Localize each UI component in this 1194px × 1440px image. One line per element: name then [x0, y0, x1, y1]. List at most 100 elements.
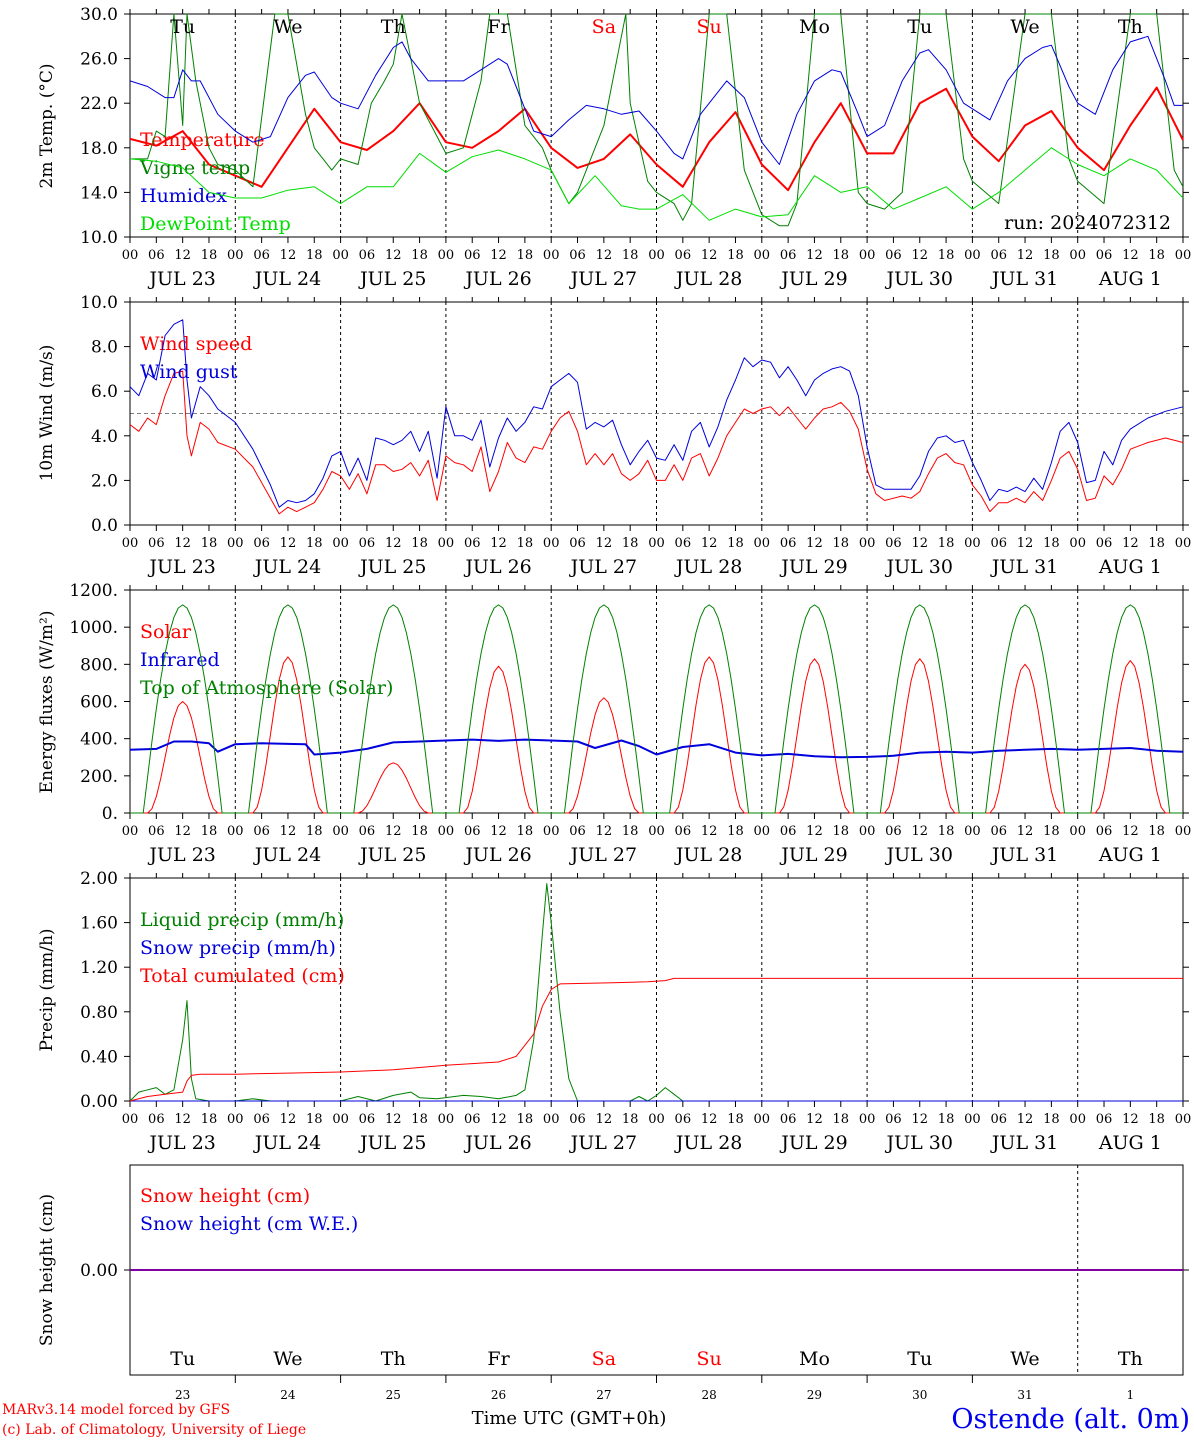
- hour-tick-label: 00: [332, 824, 349, 839]
- legend-entry: Liquid precip (mm/h): [140, 909, 344, 931]
- hour-tick-label: 06: [1096, 824, 1113, 839]
- date-label: JUL 24: [253, 1132, 321, 1154]
- date-label: JUL 26: [463, 844, 531, 866]
- hour-tick-label: 06: [780, 824, 797, 839]
- hour-tick-label: 12: [490, 536, 507, 551]
- hour-tick-label: 12: [806, 824, 823, 839]
- hour-tick-label: 00: [859, 248, 876, 263]
- hour-tick-label: 18: [727, 536, 744, 551]
- day-name: Th: [381, 1348, 406, 1370]
- hour-tick-label: 18: [517, 824, 534, 839]
- hour-tick-label: 06: [148, 1112, 165, 1127]
- hour-tick-label: 06: [780, 1112, 797, 1127]
- legend-entry: Vigne temp: [139, 157, 250, 179]
- hour-tick-label: 12: [174, 248, 191, 263]
- hour-tick-label: 00: [543, 536, 560, 551]
- hour-tick-label: 06: [990, 536, 1007, 551]
- hour-tick-label: 06: [359, 824, 376, 839]
- y-tick-label: 600.: [80, 693, 118, 713]
- day-name: We: [273, 16, 302, 38]
- y-tick-label: 10.0: [80, 293, 118, 313]
- series-line-vigne-temp: [130, 13, 1184, 227]
- hour-tick-label: 00: [227, 536, 244, 551]
- hour-tick-label: 06: [464, 824, 481, 839]
- hour-tick-label: 18: [938, 248, 955, 263]
- hour-tick-label: 12: [911, 536, 928, 551]
- date-label: JUL 25: [358, 556, 426, 578]
- hour-tick-label: 18: [517, 248, 534, 263]
- date-label: JUL 25: [358, 1132, 426, 1154]
- hour-tick-label: 12: [701, 536, 718, 551]
- station-name: Ostende (alt. 0m): [951, 1404, 1190, 1435]
- date-label: JUL 31: [990, 556, 1058, 578]
- date-label: AUG 1: [1098, 1132, 1162, 1154]
- hour-tick-label: 00: [754, 248, 771, 263]
- date-label: JUL 28: [674, 268, 742, 290]
- hour-tick-label: 06: [148, 536, 165, 551]
- hour-tick-label: 12: [1017, 1112, 1034, 1127]
- hour-tick-label: 18: [833, 248, 850, 263]
- day-name: Mo: [799, 16, 830, 38]
- date-label: AUG 1: [1098, 844, 1162, 866]
- hour-tick-label: 12: [280, 1112, 297, 1127]
- day-number: 27: [596, 1388, 611, 1402]
- hour-tick-label: 12: [385, 824, 402, 839]
- date-label: JUL 24: [253, 268, 321, 290]
- date-label: JUL 24: [253, 844, 321, 866]
- hour-tick-label: 12: [911, 824, 928, 839]
- y-tick-label: 8.0: [91, 338, 118, 358]
- series-line-infrared: [129, 738, 1184, 759]
- date-label: JUL 27: [569, 844, 637, 866]
- day-name: Th: [1118, 16, 1143, 38]
- y-tick-label: 200.: [80, 767, 118, 787]
- footer-model: MARv3.14 model forced by GFS: [2, 1402, 230, 1418]
- y-tick-label: 0.00: [80, 1092, 118, 1112]
- hour-tick-label: 12: [385, 1112, 402, 1127]
- hour-tick-label: 06: [675, 248, 692, 263]
- hour-tick-label: 00: [964, 1112, 981, 1127]
- hour-tick-label: 00: [332, 248, 349, 263]
- hour-tick-label: 12: [1122, 824, 1139, 839]
- day-number: 25: [386, 1388, 401, 1402]
- hour-tick-label: 06: [990, 1112, 1007, 1127]
- hour-tick-label: 06: [253, 824, 270, 839]
- y-tick-label: 2.00: [80, 869, 118, 889]
- hour-tick-label: 00: [648, 824, 665, 839]
- hour-tick-label: 18: [306, 824, 323, 839]
- hour-tick-label: 12: [490, 1112, 507, 1127]
- date-label: JUL 23: [147, 556, 215, 578]
- day-number: 24: [280, 1388, 296, 1402]
- hour-tick-label: 06: [675, 1112, 692, 1127]
- y-tick-label: 800.: [80, 655, 118, 675]
- hour-tick-label: 18: [201, 824, 218, 839]
- hour-tick-label: 00: [648, 248, 665, 263]
- hour-tick-label: 12: [280, 536, 297, 551]
- hour-tick-label: 06: [253, 1112, 270, 1127]
- hour-tick-label: 06: [1096, 1112, 1113, 1127]
- date-label: JUL 23: [147, 844, 215, 866]
- series-line-liquid-precip-mm-h-: [129, 883, 1183, 1102]
- hour-tick-label: 00: [122, 1112, 139, 1127]
- hour-tick-label: 00: [859, 824, 876, 839]
- y-tick-label: 4.0: [91, 427, 118, 447]
- hour-tick-label: 18: [411, 824, 428, 839]
- run-label: run: 2024072312: [1004, 212, 1171, 234]
- legend-entry: Wind speed: [140, 333, 252, 355]
- hour-tick-label: 00: [1069, 248, 1086, 263]
- y-tick-label: 1.60: [80, 914, 118, 934]
- hour-tick-label: 18: [517, 536, 534, 551]
- hour-tick-label: 00: [648, 536, 665, 551]
- y-tick-label: 0.80: [80, 1003, 118, 1023]
- hour-tick-label: 06: [569, 248, 586, 263]
- date-label: JUL 30: [885, 268, 953, 290]
- hour-tick-label: 18: [201, 1112, 218, 1127]
- hour-tick-label: 00: [1175, 536, 1192, 551]
- y-tick-label: 30.0: [80, 5, 118, 25]
- day-name: Th: [381, 16, 406, 38]
- hour-tick-label: 00: [332, 536, 349, 551]
- date-label: JUL 30: [885, 556, 953, 578]
- hour-tick-label: 18: [622, 248, 639, 263]
- legend-entry: Total cumulated (cm): [140, 965, 345, 987]
- hour-tick-label: 00: [754, 1112, 771, 1127]
